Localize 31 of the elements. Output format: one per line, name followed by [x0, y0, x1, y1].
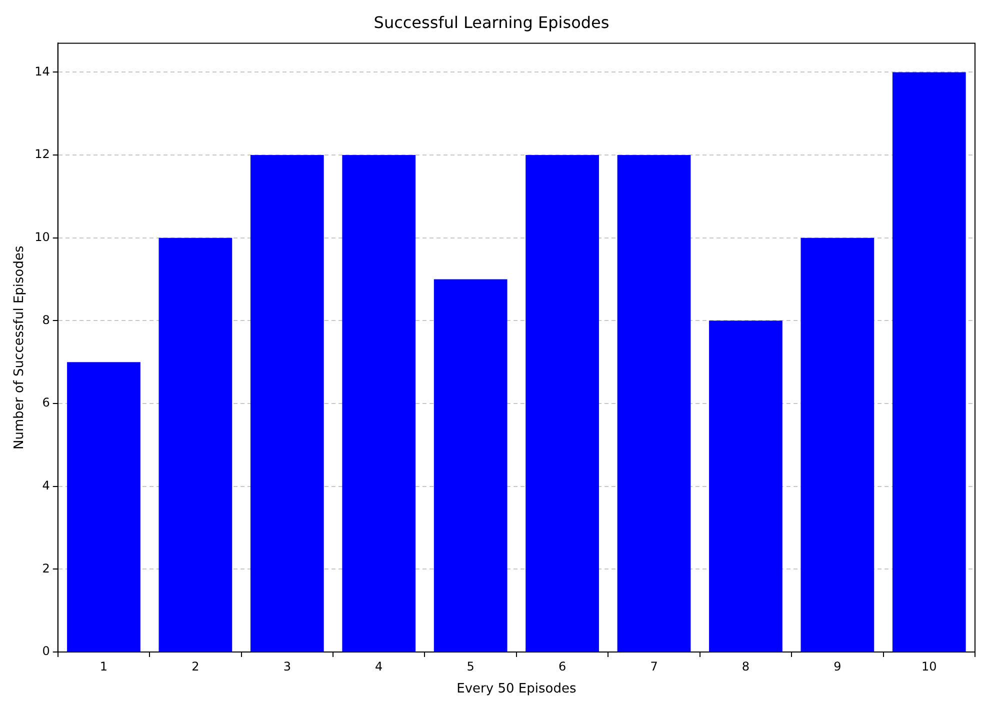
- x-tick-label: 1: [100, 659, 108, 674]
- bar: [709, 320, 782, 652]
- x-tick-label: 6: [558, 659, 566, 674]
- y-axis-title: Number of Successful Episodes: [12, 246, 28, 450]
- y-tick-label: 12: [34, 147, 50, 162]
- y-tick-label: 6: [42, 396, 50, 410]
- y-tick-label: 14: [34, 64, 50, 78]
- x-tick-label: 3: [283, 659, 291, 674]
- bar: [526, 155, 599, 652]
- x-tick-label: 8: [742, 659, 750, 674]
- y-tick-label: 8: [42, 312, 50, 327]
- x-tick-label: 10: [922, 659, 937, 674]
- chart-title: Successful Learning Episodes: [374, 12, 610, 32]
- y-tick-label: 4: [42, 478, 50, 492]
- bar: [250, 155, 324, 652]
- x-axis-title: Every 50 Episodes: [456, 682, 576, 697]
- y-tick-label: 2: [42, 561, 50, 576]
- bar: [892, 72, 966, 652]
- x-tick-label: 7: [650, 659, 658, 674]
- bar: [434, 279, 508, 652]
- x-tick-label: 4: [375, 659, 383, 674]
- bar: [158, 238, 232, 652]
- bar: [342, 155, 416, 652]
- bar: [617, 155, 691, 652]
- x-tick-label: 9: [834, 659, 842, 674]
- x-tick-label: 5: [466, 659, 474, 674]
- bar: [67, 362, 140, 652]
- y-tick-label: 0: [42, 644, 50, 658]
- y-tick-label: 10: [34, 230, 50, 244]
- bar: [800, 238, 874, 652]
- x-tick-label: 2: [192, 659, 200, 674]
